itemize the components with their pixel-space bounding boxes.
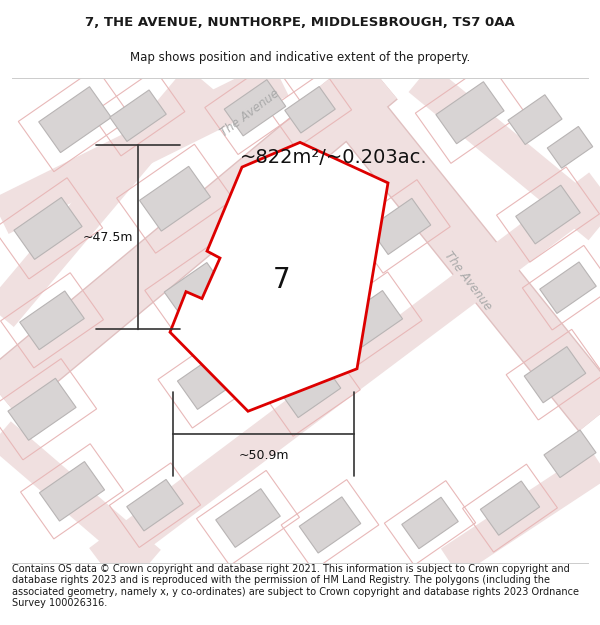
Polygon shape bbox=[8, 378, 76, 440]
Polygon shape bbox=[40, 462, 104, 521]
Polygon shape bbox=[544, 430, 596, 478]
Polygon shape bbox=[436, 82, 504, 144]
Polygon shape bbox=[279, 361, 341, 418]
Polygon shape bbox=[14, 198, 82, 259]
Text: ~50.9m: ~50.9m bbox=[238, 449, 289, 462]
Text: 7, THE AVENUE, NUNTHORPE, MIDDLESBROUGH, TS7 0AA: 7, THE AVENUE, NUNTHORPE, MIDDLESBROUGH,… bbox=[85, 16, 515, 29]
Polygon shape bbox=[481, 481, 539, 535]
Polygon shape bbox=[285, 86, 335, 133]
Polygon shape bbox=[20, 291, 84, 349]
Text: Map shows position and indicative extent of the property.: Map shows position and indicative extent… bbox=[130, 51, 470, 64]
Polygon shape bbox=[508, 95, 562, 144]
Polygon shape bbox=[39, 87, 111, 152]
Polygon shape bbox=[216, 489, 280, 548]
Polygon shape bbox=[178, 350, 242, 409]
Polygon shape bbox=[224, 79, 286, 136]
Text: ~822m²/~0.203ac.: ~822m²/~0.203ac. bbox=[240, 148, 428, 167]
Polygon shape bbox=[547, 126, 593, 168]
Polygon shape bbox=[540, 262, 596, 314]
Polygon shape bbox=[516, 185, 580, 244]
Polygon shape bbox=[164, 262, 226, 319]
Text: The Avenue: The Avenue bbox=[442, 249, 494, 312]
Polygon shape bbox=[369, 198, 431, 254]
Polygon shape bbox=[402, 498, 458, 549]
Polygon shape bbox=[337, 291, 403, 350]
Polygon shape bbox=[170, 142, 388, 411]
Text: ~47.5m: ~47.5m bbox=[83, 231, 133, 244]
Polygon shape bbox=[524, 347, 586, 403]
Polygon shape bbox=[110, 90, 166, 141]
Text: The Avenue: The Avenue bbox=[218, 86, 282, 139]
Text: 7: 7 bbox=[273, 266, 291, 294]
Polygon shape bbox=[127, 479, 183, 531]
Text: Contains OS data © Crown copyright and database right 2021. This information is : Contains OS data © Crown copyright and d… bbox=[12, 564, 579, 609]
Polygon shape bbox=[140, 166, 211, 231]
Polygon shape bbox=[299, 497, 361, 553]
